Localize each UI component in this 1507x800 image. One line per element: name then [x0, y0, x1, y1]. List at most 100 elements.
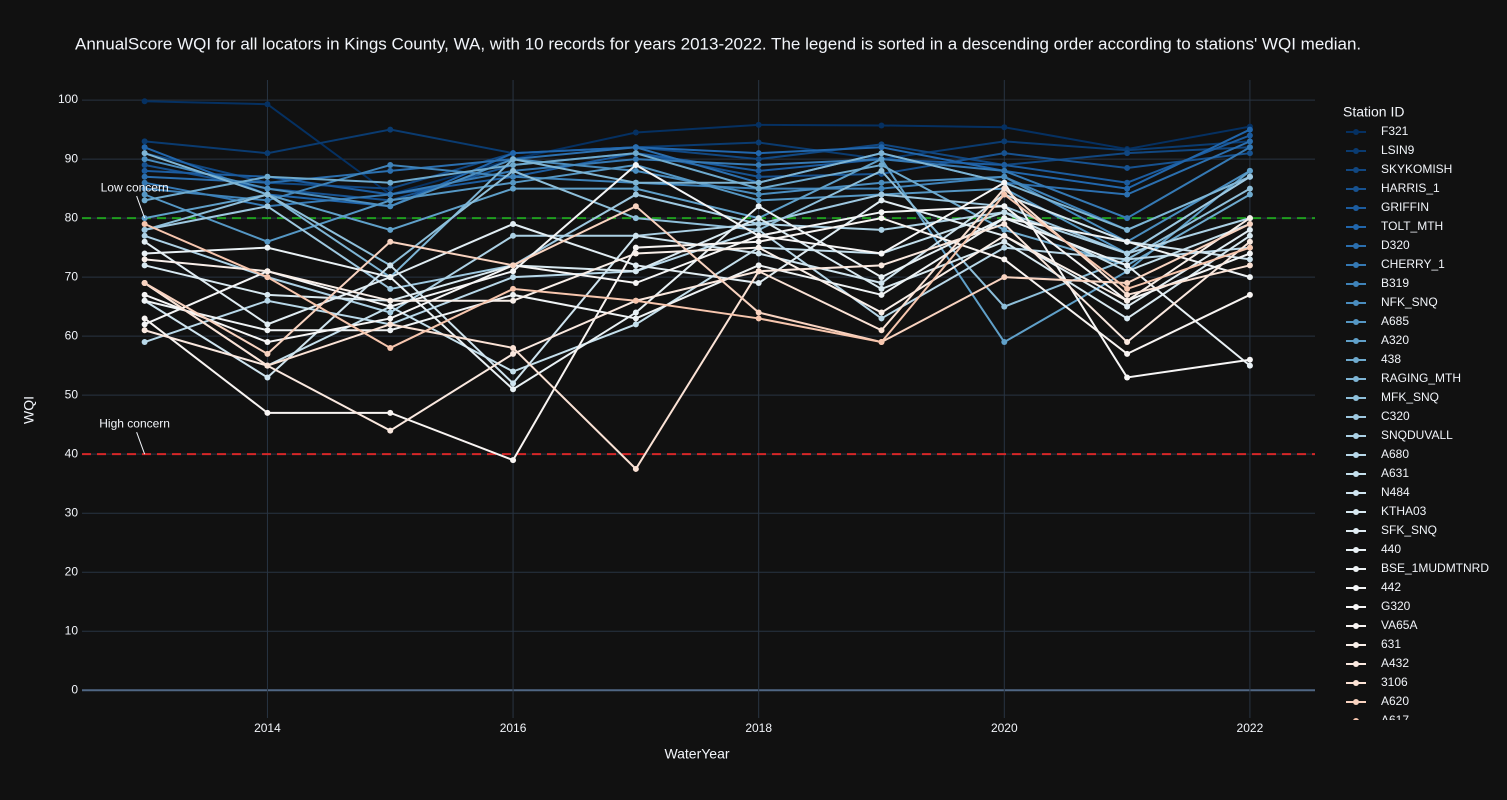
legend-marker	[1353, 433, 1359, 439]
x-tick-label: 2016	[500, 721, 527, 735]
legend-item[interactable]: SNQDUVALL	[1346, 428, 1453, 442]
data-point	[632, 161, 639, 168]
data-point	[1124, 374, 1131, 381]
legend: F321 LSIN9 SKYKOMISH HARRIS_1 GRIFFIN TOLT_MT…	[1346, 124, 1489, 727]
data-point	[264, 274, 271, 281]
legend-item[interactable]: C320	[1346, 409, 1410, 423]
data-point	[632, 321, 639, 328]
legend-item[interactable]: CHERRY_1	[1346, 257, 1445, 271]
data-point	[1001, 303, 1008, 310]
data-point	[755, 167, 762, 174]
data-point	[1246, 173, 1253, 180]
legend-label: SFK_SNQ	[1381, 523, 1437, 537]
data-point	[878, 291, 885, 298]
data-point	[632, 179, 639, 186]
legend-item[interactable]: RAGING_MTH	[1346, 371, 1461, 385]
legend-item[interactable]: A680	[1346, 447, 1409, 461]
data-point	[755, 161, 762, 168]
data-point	[1001, 179, 1008, 186]
legend-item[interactable]: MFK_SNQ	[1346, 390, 1439, 404]
data-point	[878, 262, 885, 269]
data-point	[510, 380, 517, 387]
y-tick-label: 40	[65, 446, 79, 460]
series-line	[144, 193, 1251, 350]
legend-item[interactable]: 631	[1346, 637, 1401, 651]
data-point	[755, 156, 762, 163]
data-point	[1124, 268, 1131, 275]
legend-item[interactable]: B319	[1346, 276, 1409, 290]
legend-item[interactable]: KTHA03	[1346, 504, 1427, 518]
legend-item[interactable]: HARRIS_1	[1346, 181, 1440, 195]
data-point	[141, 150, 148, 157]
data-point	[632, 244, 639, 251]
data-point	[755, 173, 762, 180]
legend-item[interactable]: SKYKOMISH	[1346, 162, 1452, 176]
legend-marker	[1353, 148, 1359, 154]
legend-item[interactable]: TOLT_MTH	[1346, 219, 1443, 233]
legend-label: C320	[1381, 409, 1410, 423]
legend-label: 3106	[1381, 675, 1408, 689]
data-point	[387, 161, 394, 168]
legend-item[interactable]: VA65A	[1346, 618, 1417, 632]
legend-item[interactable]: BSE_1MUDMTNRD	[1346, 561, 1489, 575]
legend-label: GRIFFIN	[1381, 200, 1429, 214]
legend-item[interactable]: A685	[1346, 314, 1409, 328]
data-point	[510, 285, 517, 292]
data-point	[510, 156, 517, 163]
data-point	[878, 226, 885, 233]
legend-marker	[1353, 319, 1359, 325]
legend-marker	[1353, 604, 1359, 610]
legend-item[interactable]: 442	[1346, 580, 1401, 594]
legend-label: A320	[1381, 333, 1409, 347]
legend-item[interactable]: A320	[1346, 333, 1409, 347]
data-point	[1001, 185, 1008, 192]
legend-marker	[1353, 281, 1359, 287]
legend-item[interactable]: D320	[1346, 238, 1410, 252]
data-point	[1124, 350, 1131, 357]
legend-item[interactable]: GRIFFIN	[1346, 200, 1429, 214]
data-point	[1246, 185, 1253, 192]
legend-label: BSE_1MUDMTNRD	[1381, 561, 1489, 575]
legend-item[interactable]: G320	[1346, 599, 1411, 613]
data-point	[632, 203, 639, 210]
legend-item[interactable]: A631	[1346, 466, 1409, 480]
legend-item[interactable]: F321	[1346, 124, 1409, 138]
legend-marker	[1353, 585, 1359, 591]
legend-item[interactable]: LSIN9	[1346, 143, 1415, 157]
data-point	[510, 221, 517, 228]
data-point	[510, 457, 517, 464]
x-tick-label: 2020	[991, 721, 1018, 735]
legend-item[interactable]: A432	[1346, 656, 1409, 670]
data-point	[1124, 256, 1131, 263]
legend-item[interactable]: A617	[1346, 713, 1409, 727]
data-point	[755, 191, 762, 198]
legend-item[interactable]: NFK_SNQ	[1346, 295, 1438, 309]
data-point	[632, 150, 639, 157]
data-point	[510, 344, 517, 351]
legend-item[interactable]: 440	[1346, 542, 1401, 556]
data-point	[1001, 256, 1008, 263]
data-point	[510, 274, 517, 281]
data-point	[878, 144, 885, 151]
series-line	[144, 217, 1251, 462]
data-point	[1001, 167, 1008, 174]
legend-marker	[1353, 680, 1359, 686]
legend-item[interactable]: SFK_SNQ	[1346, 523, 1437, 537]
legend-marker	[1353, 661, 1359, 667]
data-point	[1001, 209, 1008, 216]
data-point	[1246, 262, 1253, 269]
legend-item[interactable]: 3106	[1346, 675, 1408, 689]
legend-item[interactable]: 438	[1346, 352, 1401, 366]
legend-marker	[1353, 243, 1359, 249]
legend-item[interactable]: N484	[1346, 485, 1410, 499]
data-point	[1246, 126, 1253, 133]
chart-title: AnnualScore WQI for all locators in King…	[75, 34, 1361, 53]
legend-title: Station ID	[1343, 104, 1404, 120]
data-point	[387, 327, 394, 334]
x-axis-label: WaterYear	[664, 746, 729, 762]
annotations: Low concern High concern	[99, 180, 170, 455]
data-point	[264, 101, 271, 108]
y-tick-label: 0	[71, 682, 78, 696]
legend-label: RAGING_MTH	[1381, 371, 1461, 385]
legend-item[interactable]: A620	[1346, 694, 1409, 708]
